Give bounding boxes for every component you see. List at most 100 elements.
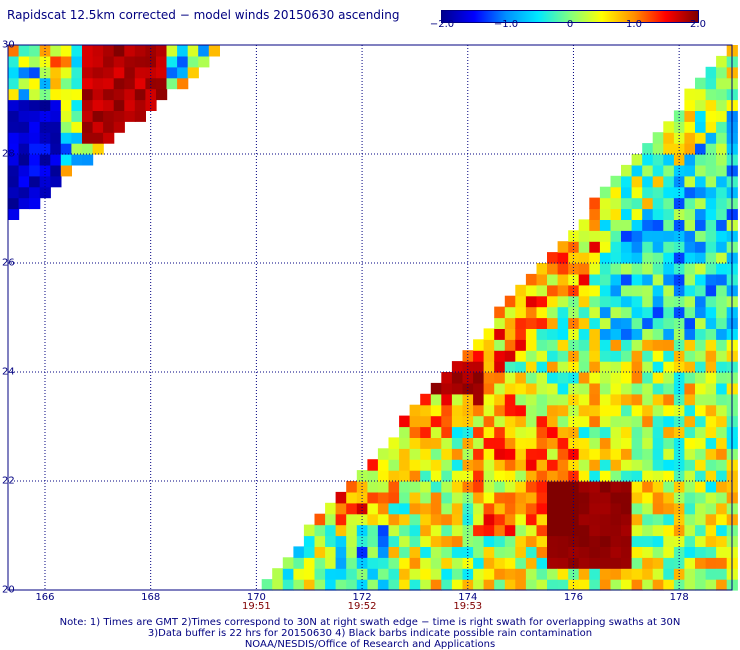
wind-cell (82, 45, 94, 57)
wind-cell (589, 372, 601, 384)
wind-cell (377, 579, 390, 591)
wind-cell (673, 110, 686, 122)
wind-cell (367, 502, 379, 515)
wind-cell (303, 535, 316, 547)
wind-cell (695, 99, 707, 111)
colorbar-step (544, 11, 546, 22)
wind-cell (557, 459, 569, 471)
colorbar-step (524, 11, 526, 22)
colorbar-step (520, 11, 522, 22)
wind-cell (399, 546, 411, 558)
wind-cell (621, 535, 633, 547)
wind-cell (430, 404, 442, 417)
wind-cell (631, 197, 643, 210)
colorbar-step (468, 11, 470, 22)
wind-cell (705, 132, 717, 144)
wind-cell (695, 448, 707, 460)
wind-cell (82, 77, 94, 90)
wind-cell (71, 99, 83, 111)
wind-cell (705, 186, 717, 199)
wind-cell (642, 273, 654, 286)
wind-cell (716, 535, 728, 547)
wind-cell (621, 393, 633, 406)
wind-cell (547, 546, 559, 558)
colorbar-step (490, 11, 492, 22)
wind-cell (642, 535, 654, 547)
wind-cell (621, 404, 633, 417)
wind-cell (663, 164, 675, 177)
wind-cell (631, 382, 643, 395)
wind-cell (8, 143, 20, 155)
colorbar-step (640, 11, 642, 22)
wind-cell (568, 284, 580, 297)
wind-cell (314, 535, 326, 547)
wind-cell (568, 295, 580, 308)
wind-cell (536, 350, 548, 362)
wind-cell (652, 241, 664, 253)
colorbar-step (471, 11, 473, 22)
colorbar-step (481, 11, 483, 22)
wind-cell (684, 263, 696, 275)
wind-cell (631, 208, 643, 220)
wind-cell (8, 99, 20, 111)
wind-cell (631, 273, 643, 286)
wind-cell (621, 361, 633, 373)
colorbar-step (607, 11, 609, 22)
wind-cell (695, 143, 707, 155)
wind-cell (695, 481, 707, 493)
wind-cell (92, 55, 104, 68)
wind-cell (29, 110, 41, 122)
wind-cell (589, 393, 601, 406)
wind-cell (684, 164, 696, 177)
wind-cell (663, 491, 675, 504)
wind-cell (631, 230, 643, 242)
wind-cell (547, 361, 559, 373)
wind-cell (716, 448, 728, 460)
colorbar-step (493, 11, 495, 22)
wind-cell (610, 415, 622, 428)
wind-cell (557, 328, 569, 340)
wind-cell (39, 55, 51, 68)
wind-cell (335, 579, 347, 591)
wind-cell (483, 535, 495, 547)
wind-cell (610, 208, 622, 220)
wind-cell (663, 568, 675, 580)
colorbar-step (632, 11, 634, 22)
wind-cell (145, 77, 157, 90)
wind-cell (684, 568, 696, 580)
wind-cell (599, 339, 612, 351)
wind-cell (494, 393, 506, 406)
wind-cell (525, 437, 538, 449)
wind-cell (325, 502, 337, 515)
wind-cell (494, 546, 506, 558)
wind-cell (462, 350, 474, 362)
colorbar-step (653, 11, 655, 22)
colorbar-step (679, 11, 681, 22)
colorbar-step (541, 11, 543, 22)
colorbar-step (641, 11, 643, 22)
wind-cell (462, 404, 474, 417)
wind-cell (716, 426, 728, 438)
wind-cell (293, 546, 305, 558)
longitude-label: 170 (246, 592, 266, 603)
wind-cell (473, 513, 485, 526)
colorbar-step (594, 11, 596, 22)
wind-cell (663, 470, 675, 482)
colorbar-step (569, 11, 571, 22)
wind-cell (705, 372, 717, 384)
wind-cell (568, 404, 580, 417)
wind-cell (483, 426, 495, 438)
wind-cell (610, 306, 622, 319)
wind-cell (71, 66, 83, 79)
wind-cell (578, 339, 590, 351)
colorbar-step (485, 11, 487, 22)
colorbar-step (510, 11, 512, 22)
wind-cell (568, 263, 580, 275)
wind-cell (557, 404, 569, 417)
wind-cell (504, 350, 516, 362)
wind-cell (441, 382, 453, 395)
wind-cell (705, 491, 717, 504)
wind-cell (695, 393, 707, 406)
colorbar-step (536, 11, 538, 22)
wind-cell (504, 382, 516, 395)
